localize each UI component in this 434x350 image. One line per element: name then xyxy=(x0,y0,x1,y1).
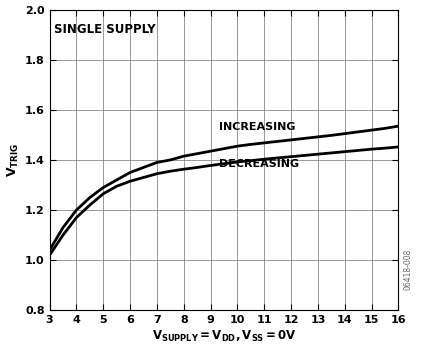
Y-axis label: $\mathbf{V_{TRIG}}$: $\mathbf{V_{TRIG}}$ xyxy=(6,143,20,177)
X-axis label: $\mathbf{V_{SUPPLY}}$$\mathbf{ = V_{DD}}$$\mathbf{, V_{SS}}$$\mathbf{ = 0V}$: $\mathbf{V_{SUPPLY}}$$\mathbf{ = V_{DD}}… xyxy=(151,329,296,344)
Text: SINGLE SUPPLY: SINGLE SUPPLY xyxy=(53,23,155,36)
Text: INCREASING: INCREASING xyxy=(218,122,294,132)
Text: DECREASING: DECREASING xyxy=(218,159,298,169)
Text: 06418-008: 06418-008 xyxy=(402,249,411,290)
